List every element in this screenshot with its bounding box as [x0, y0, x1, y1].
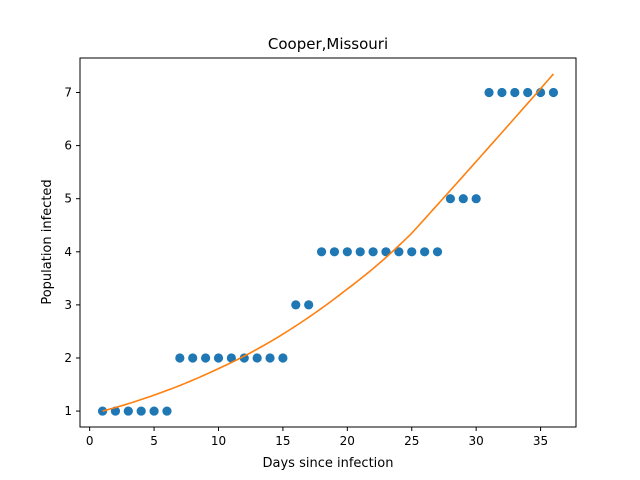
- y-tick-label: 4: [64, 245, 72, 259]
- data-point: [484, 87, 494, 98]
- x-tick-label: 0: [86, 434, 94, 448]
- data-point: [175, 353, 185, 363]
- data-point: [497, 87, 507, 98]
- data-point: [432, 247, 443, 257]
- y-tick-label: 6: [64, 139, 72, 153]
- data-point: [304, 300, 314, 310]
- data-point: [381, 247, 391, 257]
- y-tick-label: 7: [64, 86, 72, 100]
- data-point: [458, 194, 468, 204]
- data-point: [368, 247, 378, 257]
- x-tick-label: 35: [533, 434, 548, 448]
- data-point: [523, 87, 533, 98]
- x-tick-label: 5: [150, 434, 158, 448]
- data-point: [394, 247, 404, 257]
- x-axis: 0 5 10 15 20 25 30 35: [86, 427, 548, 448]
- fit-curve: [102, 73, 555, 412]
- data-point: [291, 300, 301, 310]
- data-point: [548, 87, 559, 98]
- data-point: [136, 406, 146, 416]
- x-tick-label: 15: [275, 434, 290, 448]
- plot-area: [97, 73, 559, 416]
- y-tick-label: 3: [64, 298, 72, 312]
- data-point: [420, 247, 430, 257]
- chart-title: Cooper,Missouri: [268, 35, 388, 53]
- data-point: [316, 247, 327, 257]
- x-tick-label: 10: [211, 434, 226, 448]
- data-point: [471, 194, 481, 204]
- data-point: [149, 406, 159, 416]
- data-point: [97, 406, 108, 416]
- y-tick-label: 5: [64, 192, 72, 206]
- data-point: [265, 353, 275, 363]
- data-point: [329, 247, 340, 257]
- y-tick-label: 2: [64, 351, 72, 365]
- data-point: [445, 194, 455, 204]
- data-point: [355, 247, 365, 257]
- data-point: [252, 353, 262, 363]
- x-axis-label: Days since infection: [263, 456, 394, 471]
- y-axis: 1 2 3 4 5 6 7: [64, 86, 80, 418]
- data-point: [201, 353, 211, 363]
- data-point: [162, 406, 172, 416]
- y-axis-label: Population infected: [40, 179, 55, 304]
- x-tick-label: 20: [340, 434, 355, 448]
- data-point: [213, 353, 224, 363]
- data-point: [342, 247, 352, 257]
- x-tick-label: 30: [469, 434, 484, 448]
- data-point: [226, 353, 236, 363]
- data-point: [123, 406, 133, 416]
- x-tick-label: 25: [404, 434, 419, 448]
- data-point: [188, 353, 198, 363]
- plot-frame: [79, 57, 577, 428]
- y-tick-label: 1: [64, 404, 72, 418]
- data-point: [510, 87, 520, 98]
- data-point: [278, 353, 288, 363]
- data-point: [407, 247, 417, 257]
